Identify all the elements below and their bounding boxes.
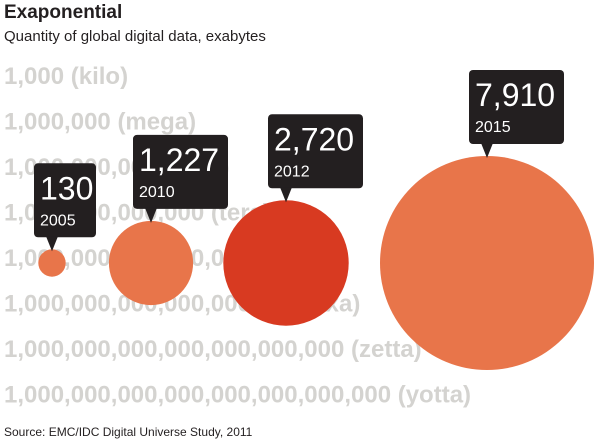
callout-box <box>34 163 96 238</box>
callout-2010: 1,227 2010 <box>133 134 228 223</box>
data-label-value: 7,910 <box>475 77 555 113</box>
bubble-2010 <box>108 220 194 306</box>
scale-label: 1,000,000 (mega) <box>4 109 196 136</box>
data-label-value: 1,227 <box>139 142 219 178</box>
chart-subtitle: Quantity of global digital data, exabyte… <box>4 28 266 45</box>
callout-pointer <box>46 236 58 252</box>
bubble-2012 <box>223 200 349 326</box>
callout-2015: 7,910 2015 <box>469 70 564 158</box>
callout-box <box>133 134 228 209</box>
data-label-year: 2015 <box>475 119 511 136</box>
bubble-2015 <box>380 156 594 370</box>
chart-title: Exaponential <box>4 2 123 23</box>
callout-pointer <box>280 187 292 203</box>
bubble-2005 <box>38 249 66 277</box>
callout-2012: 2,720 2012 <box>268 114 363 203</box>
callout-pointer <box>481 143 493 158</box>
callout-box <box>268 114 363 189</box>
data-label-value: 130 <box>40 170 93 206</box>
data-label-value: 2,720 <box>274 121 354 157</box>
data-label-year: 2005 <box>40 212 76 229</box>
callout-2005: 130 2005 <box>34 163 96 252</box>
scale-label: 1,000,000,000,000,000,000,000,000 (yotta… <box>4 382 471 409</box>
callout-box <box>469 70 564 144</box>
scale-label: 1,000,000,000,000,000,000,000 (zetta) <box>4 336 422 363</box>
callout-pointer <box>145 207 157 223</box>
source-note: Source: EMC/IDC Digital Universe Study, … <box>4 425 253 439</box>
bubbles <box>38 156 594 370</box>
callouts: 130 2005 1,227 2010 2,720 2012 7,910 2015 <box>34 70 564 252</box>
data-label-year: 2012 <box>274 163 310 180</box>
data-label-year: 2010 <box>139 184 175 201</box>
scale-label: 1,000 (kilo) <box>4 63 128 90</box>
